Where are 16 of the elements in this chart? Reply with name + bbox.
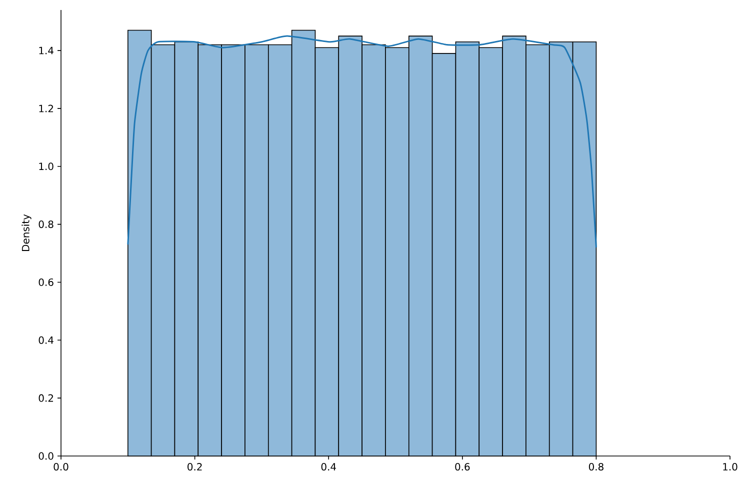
y-tick-label: 0.2 [38,394,53,402]
x-tick-label: 0.6 [455,462,470,471]
y-tick-label: 1.2 [39,104,53,112]
y-axis-title: Density [22,214,32,251]
y-tick-label: 0.0 [38,452,54,460]
x-tick-label: 0.4 [321,462,336,471]
line-series [127,35,597,248]
x-tick-label: 1.0 [723,462,738,471]
x-tick-label: 0.0 [54,462,68,471]
y-tick-label: 0.8 [38,220,54,228]
y-tick-label: 0.6 [38,278,54,286]
y-tick-label: 1.4 [39,46,54,54]
x-tick-label: 0.2 [188,462,202,471]
y-tick-label: 0.4 [38,336,54,344]
x-tick-label: 0.8 [588,462,604,471]
y-tick-label: 1.0 [39,162,54,170]
